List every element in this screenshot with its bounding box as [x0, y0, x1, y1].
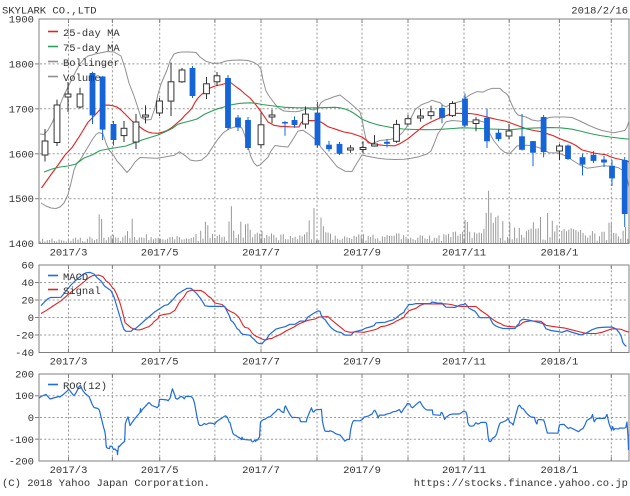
svg-text:20: 20: [21, 296, 34, 308]
svg-text:0: 0: [28, 413, 34, 425]
svg-text:Volume: Volume: [63, 73, 101, 85]
svg-text:2017/7: 2017/7: [242, 465, 280, 477]
svg-text:(C) 2018 Yahoo Japan Corporati: (C) 2018 Yahoo Japan Corporation.: [2, 478, 210, 490]
svg-text:2017/11: 2017/11: [442, 465, 486, 477]
svg-text:60: 60: [21, 261, 34, 273]
svg-text:2018/1: 2018/1: [540, 465, 578, 477]
svg-text:75-day MA: 75-day MA: [63, 43, 120, 55]
svg-text:2017/5: 2017/5: [141, 357, 179, 369]
svg-text:2017/9: 2017/9: [343, 465, 381, 477]
svg-text:-40: -40: [15, 348, 34, 360]
svg-text:https://stocks.finance.yahoo.c: https://stocks.finance.yahoo.co.jp: [414, 478, 628, 490]
svg-text:0: 0: [28, 313, 34, 325]
svg-text:1700: 1700: [9, 104, 34, 116]
svg-text:2018/1: 2018/1: [540, 248, 578, 260]
svg-text:2017/3: 2017/3: [50, 248, 88, 260]
svg-text:1400: 1400: [9, 239, 34, 251]
svg-text:SKYLARK CO.,LTD: SKYLARK CO.,LTD: [2, 6, 97, 18]
svg-text:2017/5: 2017/5: [141, 465, 179, 477]
svg-text:2017/11: 2017/11: [442, 248, 486, 260]
svg-text:Signal: Signal: [63, 286, 101, 298]
svg-text:2017/7: 2017/7: [242, 357, 280, 369]
svg-text:-200: -200: [9, 457, 34, 469]
svg-text:-100: -100: [9, 435, 34, 447]
svg-text:1900: 1900: [9, 15, 34, 27]
svg-text:ROC(12): ROC(12): [63, 381, 107, 393]
svg-text:2017/5: 2017/5: [141, 248, 179, 260]
svg-text:MACD: MACD: [63, 272, 88, 284]
svg-text:2017/3: 2017/3: [50, 465, 88, 477]
svg-text:1500: 1500: [9, 194, 34, 206]
svg-text:Bollinger: Bollinger: [63, 58, 120, 70]
svg-text:2018/1: 2018/1: [540, 357, 578, 369]
svg-text:1600: 1600: [9, 149, 34, 161]
svg-text:2017/11: 2017/11: [442, 357, 486, 369]
svg-text:100: 100: [15, 391, 34, 403]
svg-text:1800: 1800: [9, 59, 34, 71]
svg-text:2017/9: 2017/9: [343, 248, 381, 260]
svg-text:40: 40: [21, 278, 34, 290]
svg-text:-20: -20: [15, 331, 34, 343]
svg-text:200: 200: [15, 370, 34, 382]
svg-text:2017/7: 2017/7: [242, 248, 280, 260]
svg-text:2017/3: 2017/3: [50, 357, 88, 369]
svg-text:2017/9: 2017/9: [343, 357, 381, 369]
svg-text:2018/2/16: 2018/2/16: [571, 6, 628, 18]
svg-text:25-day MA: 25-day MA: [63, 28, 120, 40]
